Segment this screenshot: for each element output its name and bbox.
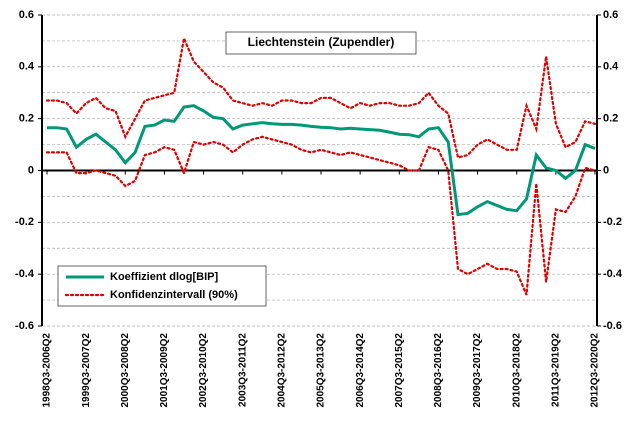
series-line — [45, 135, 597, 296]
x-tick-label: 2003Q3-2011Q2 — [237, 333, 248, 407]
y2-tick-label: 0.4 — [603, 61, 619, 73]
plot — [45, 34, 597, 296]
x-tick-label: 2009Q3-2017Q2 — [472, 333, 483, 408]
x-tick-label: 2005Q3-2013Q2 — [316, 333, 327, 408]
x-tick-label: 2001Q3-2009Q2 — [159, 333, 170, 408]
chart-title: Liechtenstein (Zupendler) — [248, 35, 395, 49]
title-box — [225, 31, 417, 55]
legend-label: Koeffizient dlog[BIP] — [110, 271, 218, 283]
x-tick-label: 2000Q3-2008Q2 — [120, 333, 131, 408]
x-tick-label: 2002Q3-2010Q2 — [198, 333, 209, 408]
x-tick-label: 2012Q3-2020Q2 — [590, 333, 601, 408]
legend-box — [57, 265, 267, 307]
x-tick-label: 1999Q3-2007Q2 — [81, 333, 92, 408]
y-tick-label: 0 — [28, 164, 34, 176]
y2-tick-label: -0.6 — [603, 320, 622, 332]
x-tick-label: 2004Q3-2012Q2 — [276, 333, 287, 408]
y2-tick-label: 0.6 — [603, 9, 618, 21]
y-tick-label: -0.2 — [15, 216, 34, 228]
series-line — [47, 104, 596, 217]
x-tick-label: 2007Q3-2015Q2 — [394, 333, 405, 408]
x-tick-label: 1998Q3-2006Q2 — [42, 333, 53, 408]
x-tick-label: 2006Q3-2014Q2 — [355, 333, 366, 408]
x-tick-label: 2011Q3-2019Q2 — [550, 333, 561, 407]
y2-tick-label: 0 — [603, 164, 609, 176]
y2-tick-label: -0.4 — [603, 268, 623, 280]
y-tick-label: -0.6 — [15, 320, 34, 332]
y2-tick-label: -0.2 — [603, 216, 622, 228]
y-tick-label: 0.6 — [19, 9, 34, 21]
x-tick-label: 2008Q3-2016Q2 — [433, 333, 444, 408]
series-line — [45, 34, 597, 159]
y-tick-label: 0.4 — [19, 61, 35, 73]
y-tick-label: 0.2 — [19, 113, 34, 125]
legend-label: Konfidenzintervall (90%) — [110, 289, 238, 301]
y2-tick-label: 0.2 — [603, 113, 618, 125]
legend: Koeffizient dlog[BIP] Konfidenzintervall … — [57, 265, 267, 307]
y-tick-label: -0.4 — [15, 268, 35, 280]
x-tick-label: 2010Q3-2018Q2 — [511, 333, 522, 408]
